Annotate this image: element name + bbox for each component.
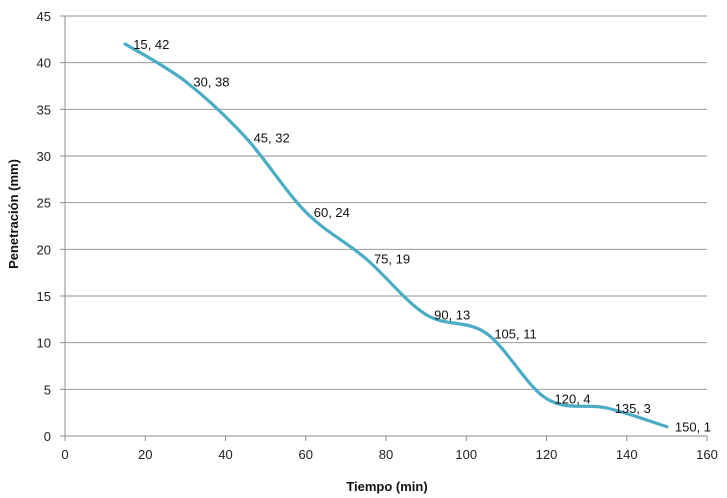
data-label-4: 75, 19	[374, 252, 410, 267]
data-label-2: 45, 32	[254, 130, 290, 145]
x-tick-label-20: 20	[138, 447, 152, 462]
x-tick-label-120: 120	[536, 447, 558, 462]
data-label-8: 135, 3	[615, 401, 651, 416]
y-axis-title: Penetración (mm)	[6, 159, 21, 269]
data-label-1: 30, 38	[193, 74, 229, 89]
y-tick-label-20: 20	[37, 242, 51, 257]
data-label-6: 105, 11	[494, 326, 536, 341]
data-point-7	[544, 397, 549, 401]
y-tick-label-0: 0	[44, 429, 51, 444]
x-tick-label-140: 140	[616, 447, 638, 462]
x-tick-label-40: 40	[218, 447, 232, 462]
x-tick-label-80: 80	[379, 447, 393, 462]
axes	[60, 15, 708, 441]
data-point-4	[364, 257, 368, 261]
x-tick-label-100: 100	[455, 447, 477, 462]
gridlines	[65, 15, 707, 390]
data-point-5	[424, 313, 428, 317]
series	[123, 42, 669, 429]
data-point-3	[304, 210, 308, 214]
x-tick-label-0: 0	[61, 447, 68, 462]
data-point-8	[605, 406, 609, 410]
data-label-5: 90, 13	[434, 308, 470, 323]
y-tick-label-45: 45	[37, 9, 51, 24]
y-tick-label-15: 15	[37, 289, 51, 304]
y-tick-label-25: 25	[37, 196, 51, 211]
tick-labels: 0 5 10 15 20 25 30 35 40 45 0 20 40 60 80 100 120 140 160	[37, 9, 718, 462]
y-tick-label-40: 40	[37, 56, 51, 71]
data-point-6	[484, 331, 488, 335]
data-label-7: 120, 4	[555, 392, 591, 407]
data-label-9: 150, 1	[675, 420, 711, 435]
y-tick-label-35: 35	[37, 102, 51, 117]
series-line-0	[123, 42, 669, 429]
y-tick-label-10: 10	[37, 336, 51, 351]
x-axis-title: Tiempo (min)	[346, 479, 427, 494]
x-tick-label-160: 160	[696, 447, 718, 462]
data-label-0: 15, 42	[133, 37, 169, 52]
x-tick-label-60: 60	[299, 447, 313, 462]
y-tick-label-30: 30	[37, 149, 51, 164]
y-tick-label-5: 5	[44, 382, 51, 397]
data-labels: 15, 42 30, 38 45, 32 60, 24 75, 19 90, 13 105,…	[133, 37, 711, 435]
data-point-0	[123, 42, 127, 46]
data-point-9	[665, 425, 669, 429]
data-label-3: 60, 24	[314, 205, 350, 220]
data-point-2	[243, 135, 248, 139]
data-point-1	[183, 79, 187, 83]
